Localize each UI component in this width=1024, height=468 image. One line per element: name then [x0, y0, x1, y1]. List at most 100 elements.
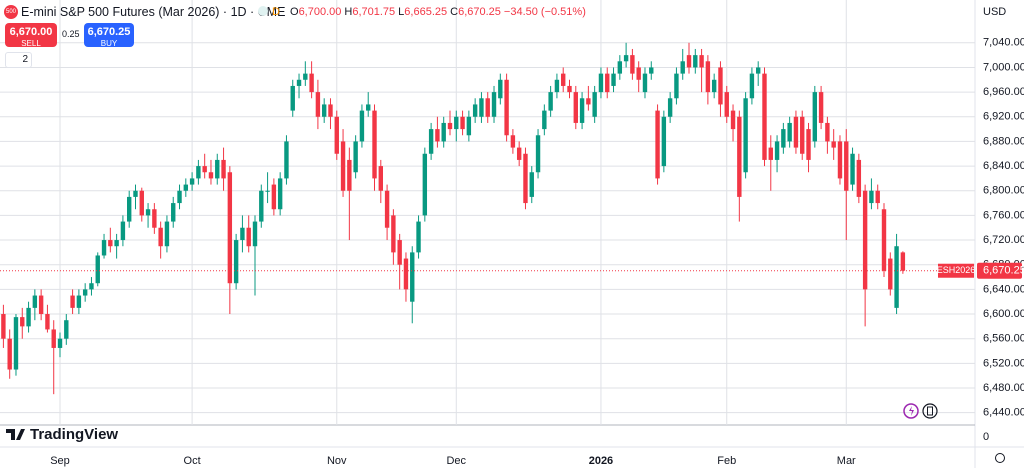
buy-price: 6,670.25	[87, 26, 131, 38]
candle-body	[523, 153, 528, 204]
candle-body	[724, 92, 729, 117]
symbol-title[interactable]: E-mini S&P 500 Futures (Mar 2026) · 1D ·…	[21, 5, 286, 19]
candle-body	[894, 246, 899, 308]
candle-body	[542, 110, 547, 130]
candle-body	[837, 141, 843, 179]
candle-body	[57, 338, 63, 348]
symbol-tag: ESH2026	[937, 265, 976, 275]
candle-body	[818, 92, 824, 123]
candle-body	[164, 221, 170, 247]
candle-body	[372, 110, 377, 179]
last-price-tag-bg	[977, 262, 1022, 279]
candle-body	[334, 116, 339, 154]
y-tick-label: 6,840.00	[983, 160, 1024, 172]
y-tick-label: 7,040.00	[983, 37, 1024, 49]
candle-body	[699, 55, 704, 68]
candle-body	[64, 320, 69, 339]
ohlc-key: L	[398, 6, 405, 18]
candle-body	[7, 338, 12, 370]
candle-body	[108, 240, 113, 247]
candle-body	[781, 129, 786, 148]
candle-body	[391, 215, 396, 253]
candle-body	[586, 98, 591, 105]
candle-body	[667, 98, 673, 117]
ohlc-value: 6,701.75	[352, 6, 396, 18]
ohlc-key: C	[450, 6, 459, 18]
sell-label: SELL	[21, 39, 41, 48]
candle-body	[756, 67, 761, 74]
candle-body	[611, 73, 616, 86]
symbol-tag-bg	[938, 263, 974, 278]
currency[interactable]: USD	[983, 6, 1006, 18]
candle-body	[573, 92, 578, 123]
candle-body	[787, 122, 792, 142]
candle-body	[800, 116, 805, 154]
candle-body	[441, 122, 446, 142]
ohlc-legend: O6,700.00 H6,701.75 L6,665.25 C6,670.25 −34.…	[290, 6, 586, 18]
y-tick-label: 6,760.00	[983, 209, 1024, 221]
candle-body	[598, 73, 604, 93]
candle-body	[196, 166, 201, 179]
delay-badge: D	[272, 6, 280, 18]
candle-body	[466, 116, 472, 136]
candle-body	[296, 79, 302, 86]
candle-body	[856, 159, 862, 197]
ohlc-value: 6,665.25	[404, 6, 448, 18]
candle-body	[510, 135, 516, 148]
candle-body	[831, 141, 836, 148]
candle-body	[114, 240, 119, 247]
candle-body	[240, 227, 245, 241]
candle-body	[221, 159, 226, 179]
candle-body	[13, 317, 19, 370]
candle-body	[888, 258, 893, 290]
candle-body	[793, 116, 799, 148]
y-tick-label: 7,000.00	[983, 61, 1024, 73]
candle-body	[252, 221, 258, 247]
candle-body	[655, 110, 660, 179]
candle-body	[127, 196, 132, 222]
candle-body	[617, 61, 623, 74]
candle-body	[693, 55, 698, 68]
candle-body	[705, 61, 711, 93]
candle-body	[120, 221, 126, 241]
y-tick-label: 6,440.00	[983, 407, 1024, 419]
candle-body	[812, 92, 818, 142]
alert-icon[interactable]	[903, 403, 919, 419]
candle-body	[460, 116, 465, 130]
candle-body	[208, 172, 214, 179]
y-tick-label: 6,480.00	[983, 382, 1024, 394]
candle-body	[246, 227, 251, 247]
candle-body	[82, 289, 88, 296]
candle-body	[303, 73, 308, 80]
candle-body	[774, 141, 780, 160]
ohlc-value: 6,670.25	[458, 6, 501, 18]
candle-body	[554, 79, 560, 93]
candle-body	[189, 178, 195, 185]
indicators-toggle[interactable]: 2	[5, 52, 32, 68]
settings-icon[interactable]	[995, 453, 1005, 463]
x-tick-label: Feb	[717, 455, 736, 467]
candle-body	[403, 258, 409, 290]
ohlc-value: 6,700.00	[298, 6, 342, 18]
replay-icon-glyph	[927, 406, 933, 416]
candle-body	[139, 190, 144, 216]
candle-body	[384, 190, 390, 228]
candle-body	[479, 98, 484, 117]
change: −34.50 (−0.51%)	[503, 6, 586, 18]
x-tick-label: Oct	[184, 455, 201, 467]
candle-body	[454, 116, 459, 130]
candle-body	[881, 209, 887, 271]
candle-body	[875, 190, 880, 204]
candle-body	[636, 67, 641, 80]
candle-body	[485, 98, 490, 117]
candle-body	[674, 73, 679, 99]
candle-body	[284, 141, 289, 179]
candle-body	[642, 73, 648, 93]
candle-body	[183, 184, 189, 191]
sell-button[interactable]: 6,670.00 SELL	[5, 23, 57, 48]
buy-button[interactable]: 6,670.25 BUY	[84, 23, 134, 48]
candle-body	[900, 252, 906, 271]
sell-price: 6,670.00	[9, 26, 53, 38]
replay-icon[interactable]	[922, 403, 938, 419]
